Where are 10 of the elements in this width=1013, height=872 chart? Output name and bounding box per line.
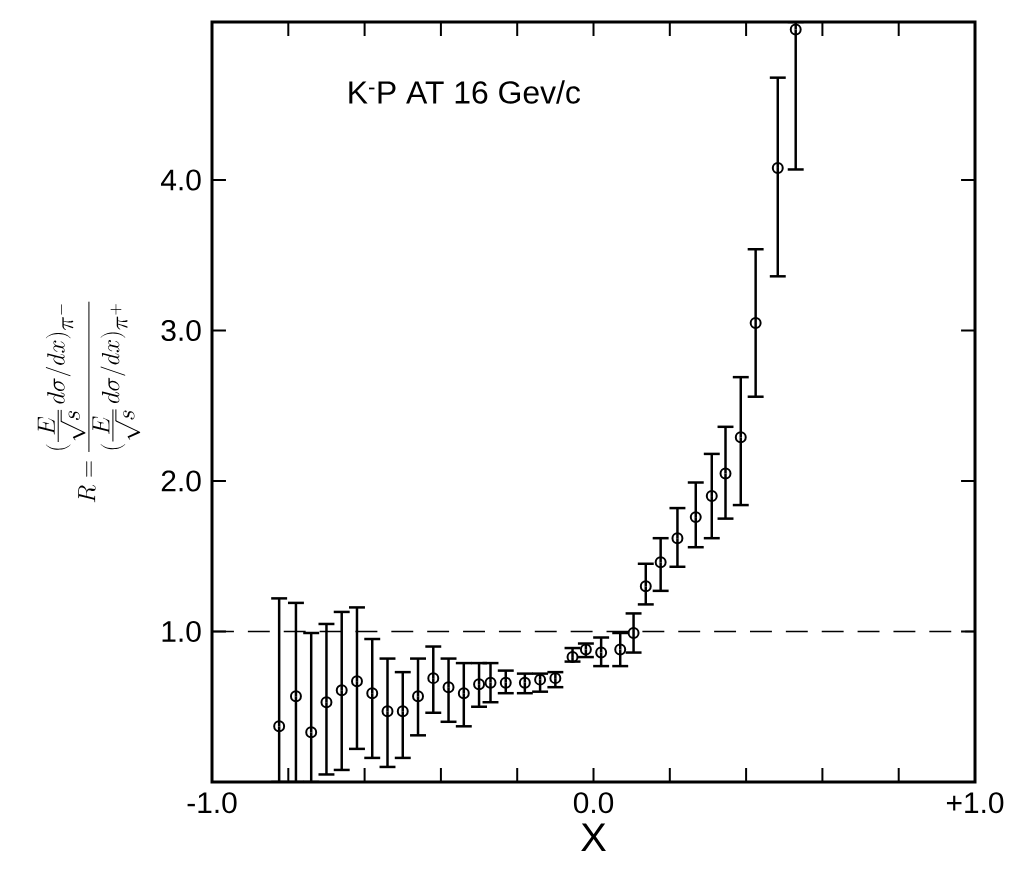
- y-tick-label: 3.0: [161, 319, 201, 342]
- x-tick-label: -1.0: [187, 792, 237, 814]
- x-axis-title: X: [581, 823, 606, 851]
- y-tick-label: 1.0: [162, 620, 201, 643]
- x-tick-label: 0.0: [573, 792, 614, 814]
- y-tick-label: 4.0: [160, 169, 201, 191]
- y-axis-title: $R=\frac{(\frac{E}{\sqrt{s}}\,d\sigma/dx)_{\pi^-}}{(\frac{E}{\sqrt{s}}\,d\sigma/dx)_{\pi^+}}$: [37, 301, 141, 503]
- x-tick-label: +1.0: [946, 792, 1004, 814]
- y-tick-label: 2.0: [161, 470, 201, 492]
- text: K$^{-}$P AT 16 Gev/c: [349, 80, 581, 104]
